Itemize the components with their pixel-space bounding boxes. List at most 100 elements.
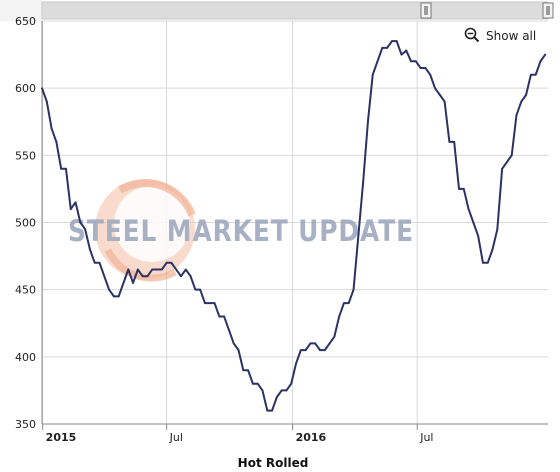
data-point xyxy=(448,141,451,143)
data-point xyxy=(472,221,475,224)
data-point xyxy=(84,228,87,231)
data-point xyxy=(218,315,221,318)
gridlines xyxy=(42,20,548,425)
data-point xyxy=(534,73,537,76)
data-point xyxy=(228,329,230,331)
data-point xyxy=(357,235,360,237)
data-point xyxy=(381,46,384,49)
data-point xyxy=(352,288,355,291)
y-tick-label: 600 xyxy=(15,82,36,95)
data-point xyxy=(213,302,216,304)
data-point xyxy=(189,275,192,278)
data-point xyxy=(482,261,484,264)
y-tick-label: 400 xyxy=(15,351,36,364)
data-point xyxy=(343,302,345,304)
data-point xyxy=(146,275,149,278)
x-tick-label: Jul xyxy=(169,431,183,444)
data-point xyxy=(390,40,393,43)
data-point xyxy=(180,275,182,278)
data-point xyxy=(199,288,202,291)
data-point xyxy=(136,268,139,271)
data-point xyxy=(151,268,154,271)
data-point xyxy=(112,295,115,298)
data-point xyxy=(79,221,82,224)
data-point xyxy=(69,208,72,210)
x-tick-label: 2016 xyxy=(296,431,327,444)
data-point xyxy=(132,282,134,284)
data-point xyxy=(50,127,53,130)
navigator-track[interactable] xyxy=(41,1,549,20)
x-tick-label: 2015 xyxy=(46,431,77,444)
data-point xyxy=(175,268,178,271)
x-axis-ticks: 2015 Jul 2016 Jul xyxy=(42,424,434,444)
data-point xyxy=(338,315,341,318)
data-point xyxy=(410,60,412,63)
data-point xyxy=(510,154,513,157)
data-point xyxy=(93,261,96,264)
data-point xyxy=(333,335,336,338)
series-layer xyxy=(41,40,547,412)
navigator-scrollbar[interactable] xyxy=(0,0,554,21)
data-point xyxy=(371,73,374,76)
y-tick-label: 650 xyxy=(15,15,36,28)
data-point xyxy=(405,49,408,52)
data-point xyxy=(242,369,245,372)
data-point xyxy=(156,268,158,271)
data-point xyxy=(261,389,264,392)
y-axis-ticks: 350 400 450 500 550 600 650 xyxy=(15,15,36,431)
data-point xyxy=(386,46,388,49)
navigator-left-handle[interactable] xyxy=(420,2,432,19)
data-point xyxy=(395,40,398,43)
data-point xyxy=(256,382,259,385)
data-point xyxy=(400,53,403,56)
data-point xyxy=(280,389,283,392)
data-point xyxy=(506,161,508,163)
show-all-button[interactable]: Show all xyxy=(460,25,542,45)
data-point xyxy=(237,349,240,352)
data-point xyxy=(544,53,547,56)
data-point xyxy=(309,342,312,345)
data-point xyxy=(223,315,226,318)
data-point xyxy=(89,248,91,251)
data-point xyxy=(376,60,379,63)
data-point xyxy=(438,93,441,96)
data-point xyxy=(65,167,67,170)
navigator-right-handle[interactable] xyxy=(542,2,554,19)
data-point xyxy=(414,60,417,63)
data-point xyxy=(323,349,326,352)
data-point xyxy=(367,120,369,123)
data-point xyxy=(194,288,197,291)
data-point xyxy=(515,114,518,116)
data-point xyxy=(251,382,254,385)
x-axis-title: Hot Rolled xyxy=(238,456,309,470)
data-point xyxy=(295,362,297,365)
data-point xyxy=(319,349,321,352)
data-point xyxy=(98,261,101,264)
data-point xyxy=(299,349,302,352)
data-point xyxy=(271,409,273,412)
data-point xyxy=(458,188,460,190)
show-all-label: Show all xyxy=(486,29,536,43)
data-point xyxy=(496,228,499,231)
data-point xyxy=(362,181,365,184)
x-tick-label: Jul xyxy=(419,431,433,444)
data-point xyxy=(347,302,350,304)
data-point xyxy=(462,188,465,190)
data-point xyxy=(165,261,168,264)
y-tick-label: 550 xyxy=(15,149,36,162)
data-point xyxy=(520,100,523,103)
zoom-out-icon xyxy=(464,27,480,43)
data-point xyxy=(501,167,504,170)
data-point xyxy=(74,201,77,204)
series-line xyxy=(41,40,547,412)
watermark-text: STEEL MARKET UPDATE xyxy=(68,214,414,248)
data-point xyxy=(525,93,527,96)
data-point xyxy=(328,342,331,345)
data-point xyxy=(45,100,48,103)
data-point xyxy=(122,282,125,284)
data-point xyxy=(443,100,446,103)
data-point xyxy=(453,141,456,143)
data-point xyxy=(434,87,436,90)
data-point xyxy=(529,73,532,76)
data-point xyxy=(141,275,144,278)
